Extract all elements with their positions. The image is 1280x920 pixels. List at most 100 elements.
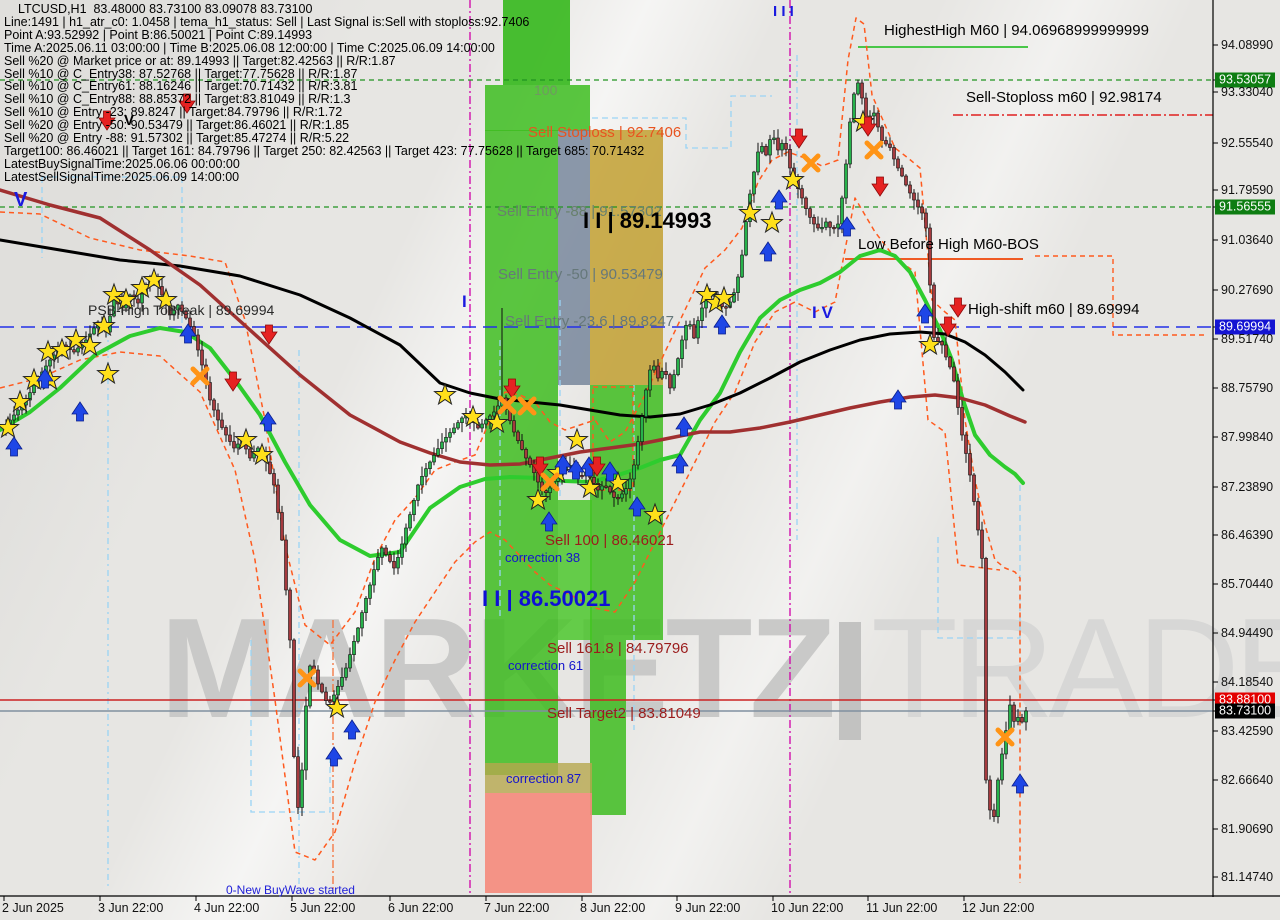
info-line: LTCUSD,H1 83.48000 83.73100 83.09078 83.… <box>18 2 313 16</box>
buy-arrow-icon <box>259 411 277 432</box>
candle-body <box>228 434 232 442</box>
candle-body <box>184 311 188 319</box>
candle-body <box>444 437 448 443</box>
annotation-roman-iv: I V <box>812 303 833 322</box>
candle-body <box>268 461 272 474</box>
candle-body <box>944 344 948 358</box>
candle-body <box>628 478 632 489</box>
candle-body <box>668 374 672 389</box>
sell-arrow-icon <box>859 116 877 137</box>
candle-body <box>744 221 748 256</box>
candle-body <box>92 327 96 335</box>
candle-body <box>636 441 640 466</box>
signal-star-icon <box>918 332 942 356</box>
candle-body <box>940 341 944 346</box>
zone-fib-col-olive <box>590 130 663 385</box>
candle-body <box>976 501 980 531</box>
candle-body <box>808 208 812 218</box>
buy-arrow-icon <box>1011 773 1029 794</box>
candle-body <box>688 324 692 327</box>
time-axis-label: 9 Jun 22:00 <box>675 901 741 915</box>
candle-body <box>648 369 652 391</box>
candle-body <box>800 188 804 199</box>
candle-body <box>664 371 668 375</box>
candle-body <box>836 223 840 229</box>
candle-body <box>824 221 828 228</box>
candle-body <box>816 223 820 229</box>
candle-body <box>1020 717 1024 723</box>
annotation-low-before-high: Low Before High M60-BOS <box>858 236 1039 253</box>
candle-body <box>172 309 176 316</box>
orange-step-line <box>592 386 634 491</box>
candle-body <box>344 667 348 678</box>
candle-body <box>408 514 412 529</box>
tema-fast-green <box>0 248 1025 558</box>
info-line: Time A:2025.06.11 03:00:00 | Time B:2025… <box>4 40 495 55</box>
candle-body <box>304 705 308 771</box>
price-axis-label: 94.08990 <box>1221 38 1274 52</box>
time-axis-label: 8 Jun 22:00 <box>580 901 646 915</box>
candle-body <box>772 137 776 140</box>
candle-body <box>248 448 252 459</box>
candle-body <box>988 779 992 811</box>
candle-body <box>804 197 808 209</box>
candle-body <box>272 473 276 486</box>
candle-body <box>920 206 924 214</box>
candle-body <box>216 409 220 421</box>
candle-body <box>880 126 884 141</box>
buy-arrow-icon <box>759 241 777 262</box>
annotation-sell-entry-88: Sell Entry -88 | 91.57302 <box>497 203 662 220</box>
candle-body <box>832 227 836 230</box>
price-axis-label: 91.03640 <box>1221 233 1274 247</box>
candle-body <box>316 669 320 685</box>
info-line: Sell %10 @ C_Entry38: 87.52768 || Target… <box>4 66 358 81</box>
candle-body <box>892 147 896 160</box>
candle-body <box>928 227 932 286</box>
candle-body <box>292 639 296 757</box>
info-line: Sell %10 @ C_Entry61: 88.16246 || Target… <box>4 79 358 94</box>
candle-body <box>912 192 916 201</box>
watermark-word2: TRADE <box>871 589 1280 748</box>
signal-star-icon <box>781 167 805 191</box>
buy-arrow-icon <box>325 746 343 767</box>
candle-body <box>604 485 608 488</box>
signal-star-icon <box>712 285 736 309</box>
signal-star-icon <box>643 502 667 526</box>
candle-body <box>872 112 876 117</box>
candle-body <box>980 529 984 559</box>
candle-body <box>1000 753 1004 781</box>
candle-body <box>812 217 816 225</box>
time-axis-label: 5 Jun 22:00 <box>290 901 356 915</box>
zone-correction87-salmon <box>485 793 592 893</box>
candle-body <box>356 627 360 642</box>
candle-body <box>400 543 404 558</box>
signal-star-icon <box>565 427 589 451</box>
candle-body <box>452 427 456 433</box>
candle-body <box>388 554 392 562</box>
candle-body <box>860 82 864 99</box>
price-axis-label: 82.66640 <box>1221 773 1274 787</box>
candle-body <box>776 137 780 151</box>
candle-body <box>692 324 696 339</box>
annotation-high-shift: High-shift m60 | 89.69994 <box>968 301 1140 318</box>
candle-body <box>276 484 280 513</box>
candle-body <box>12 414 16 421</box>
time-axis-label: 10 Jun 22:00 <box>771 901 844 915</box>
signal-star-icon <box>234 427 258 451</box>
candle-body <box>848 121 852 165</box>
candle-body <box>652 365 656 371</box>
candle-body <box>232 441 236 449</box>
annotation-sell-161: Sell 161.8 | 84.79796 <box>547 640 689 657</box>
candle-body <box>376 557 380 570</box>
candle-body <box>736 276 740 293</box>
price-axis-label: 87.23890 <box>1221 480 1274 494</box>
zone-fib-band-wide <box>485 85 590 131</box>
candle-body <box>996 779 1000 817</box>
sell-arrow-icon <box>939 316 957 337</box>
candle-body <box>516 431 520 441</box>
annotation-new-buywave: 0-New BuyWave started <box>226 883 355 897</box>
candle-body <box>512 420 516 433</box>
price-axis-label: 81.14740 <box>1221 870 1274 884</box>
signal-star-icon <box>92 313 116 337</box>
